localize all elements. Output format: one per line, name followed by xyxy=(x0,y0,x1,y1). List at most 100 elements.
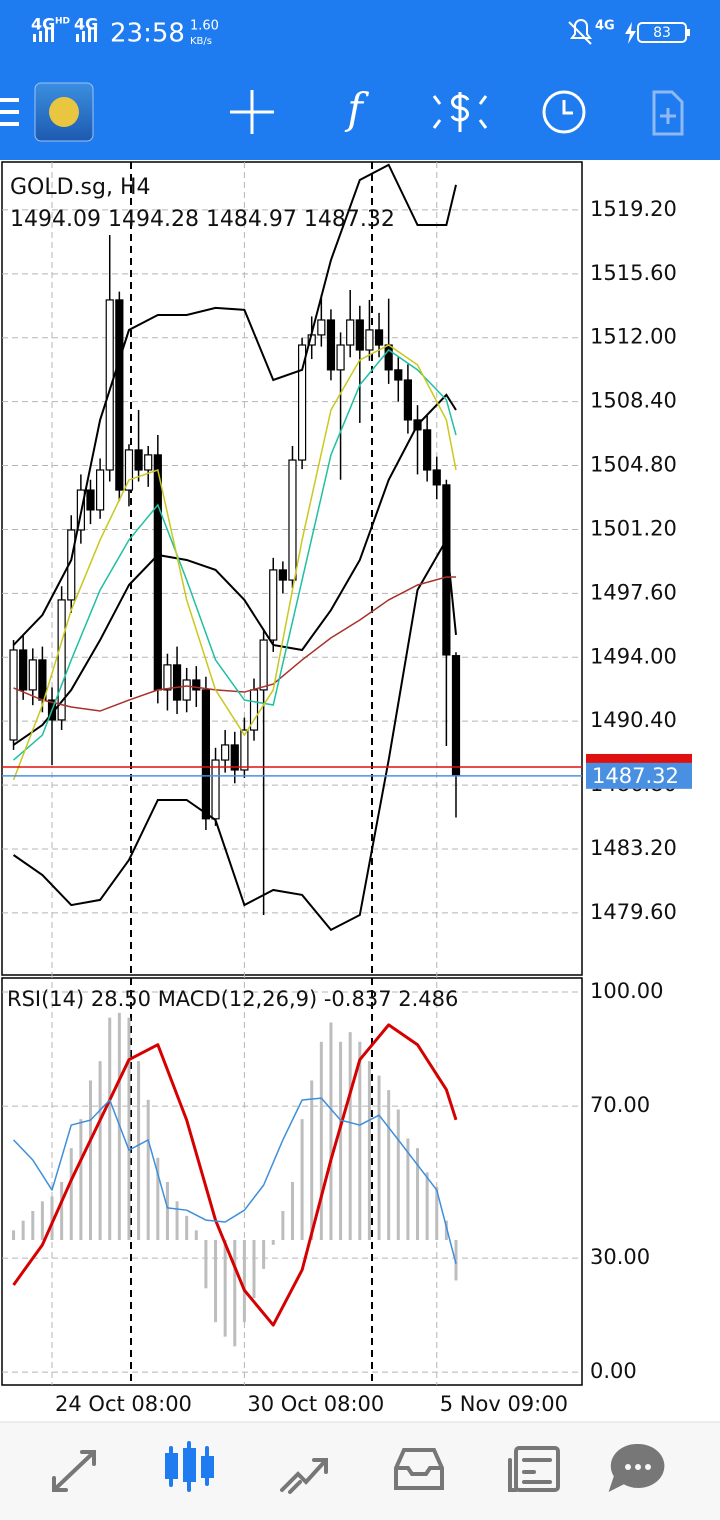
charging-icon xyxy=(625,22,636,44)
candle-body xyxy=(57,599,66,721)
network-tag: HD xyxy=(55,17,70,27)
histogram-bar xyxy=(377,1075,381,1240)
chat-tab[interactable] xyxy=(608,1443,665,1492)
histogram-bar xyxy=(435,1186,439,1240)
new-order-button[interactable] xyxy=(652,90,684,136)
candle-body xyxy=(153,454,162,691)
period-button[interactable] xyxy=(542,90,586,134)
candle-body xyxy=(9,649,18,741)
x-tick-label: 5 Nov 09:00 xyxy=(440,1392,568,1416)
network-label: 4G xyxy=(74,15,98,34)
y-tick-label: 1519.20 xyxy=(590,197,677,221)
histogram-bar xyxy=(223,1239,227,1337)
y-tick-label: 1490.40 xyxy=(590,708,677,732)
candle-body xyxy=(317,319,326,336)
network-label: 4G xyxy=(31,15,55,34)
indicator-plot-frame xyxy=(1,977,583,1386)
histogram-bar xyxy=(281,1210,285,1240)
net-speed-unit: KB/s xyxy=(190,36,212,47)
histogram-bar xyxy=(185,1215,189,1240)
histogram-bar xyxy=(300,1119,304,1240)
candle-body xyxy=(172,664,182,701)
y-tick-label: 0.00 xyxy=(590,1359,637,1383)
candle-body xyxy=(134,449,143,471)
candle-body xyxy=(115,299,124,491)
overlay-line xyxy=(12,536,457,932)
candle-body xyxy=(124,449,134,491)
toolbar: f xyxy=(0,82,684,142)
candle-body xyxy=(384,344,393,371)
axis-layer: 1519.20 1515.60 1512.00 1508.40 1504.80 1501.… xyxy=(55,197,692,1416)
ohlc-readout: 1494.09 1494.28 1484.97 1487.32 xyxy=(10,207,395,232)
histogram-bar xyxy=(339,1041,343,1240)
y-tick-label: 70.00 xyxy=(590,1093,650,1117)
histogram-bar xyxy=(290,1181,294,1240)
candle-body xyxy=(365,329,374,351)
histogram-bar xyxy=(40,1201,44,1240)
histogram-bar xyxy=(194,1230,198,1240)
candle-body xyxy=(211,759,220,820)
net-speed: 1.60 xyxy=(190,19,219,34)
histogram-bar xyxy=(156,1157,160,1240)
candle-body xyxy=(374,329,384,346)
news-tab[interactable] xyxy=(508,1446,560,1492)
y-tick-label: 1483.20 xyxy=(590,836,677,860)
histogram-bar xyxy=(358,1041,362,1240)
crosshair-button[interactable] xyxy=(230,90,274,134)
bottom-nav xyxy=(0,1422,720,1520)
trade-tab[interactable] xyxy=(280,1458,328,1494)
y-tick-label: 100.00 xyxy=(590,979,663,1003)
histogram-bar xyxy=(127,1017,131,1240)
y-tick-label: 1494.00 xyxy=(590,644,677,668)
candle-body xyxy=(221,744,230,761)
candle-body xyxy=(297,344,307,461)
indicator-line xyxy=(12,1023,458,1327)
histogram-bar xyxy=(425,1172,429,1240)
signal-icon xyxy=(33,25,54,42)
histogram-bar xyxy=(79,1119,83,1240)
histogram-bar xyxy=(387,1090,391,1240)
candle-body xyxy=(326,319,336,371)
main-plot-frame xyxy=(1,161,583,976)
histogram-bar xyxy=(137,1061,141,1240)
candle-body xyxy=(346,319,355,346)
nav-icons xyxy=(52,1441,665,1494)
candle-body xyxy=(230,744,239,771)
histogram-bar xyxy=(271,1239,275,1245)
histogram-bar xyxy=(165,1181,169,1240)
network-label: 4G xyxy=(595,19,615,34)
y-tick-label: 1504.80 xyxy=(590,453,677,477)
y-tick-label: 1479.60 xyxy=(590,900,677,924)
candle-body xyxy=(355,319,364,351)
y-tick-label: 1501.20 xyxy=(590,516,677,540)
histogram-bar xyxy=(444,1220,448,1240)
histogram-bar xyxy=(31,1210,35,1240)
y-tick-label: 1508.40 xyxy=(590,389,677,413)
histogram-bar xyxy=(204,1239,208,1289)
battery-tip xyxy=(687,29,690,36)
histogram-bar xyxy=(454,1239,458,1281)
overlay-line xyxy=(13,348,457,761)
history-tab[interactable] xyxy=(394,1448,444,1490)
status-bar: 4G HD 4G 23:58 1.60 KB/s 4G 83 xyxy=(31,15,690,49)
histogram-bar xyxy=(175,1201,179,1240)
quotes-tab[interactable] xyxy=(52,1450,96,1492)
indicator-line xyxy=(12,1097,457,1264)
bid-price-tag xyxy=(586,762,692,789)
candle-body xyxy=(38,659,47,701)
chart-tab[interactable] xyxy=(165,1441,214,1492)
trade-button[interactable] xyxy=(432,92,488,132)
histogram-bar xyxy=(310,1080,314,1240)
candle-body xyxy=(192,679,201,691)
overlay-line xyxy=(12,163,457,646)
candle-body xyxy=(96,469,105,511)
menu-button[interactable] xyxy=(0,98,19,126)
histogram-bar xyxy=(329,1022,333,1240)
candle-body xyxy=(182,679,191,701)
histogram-bar xyxy=(108,1017,112,1240)
app-header xyxy=(0,0,720,160)
candle-body xyxy=(163,664,172,691)
mute-icon xyxy=(568,19,592,45)
clock: 23:58 xyxy=(110,19,185,49)
